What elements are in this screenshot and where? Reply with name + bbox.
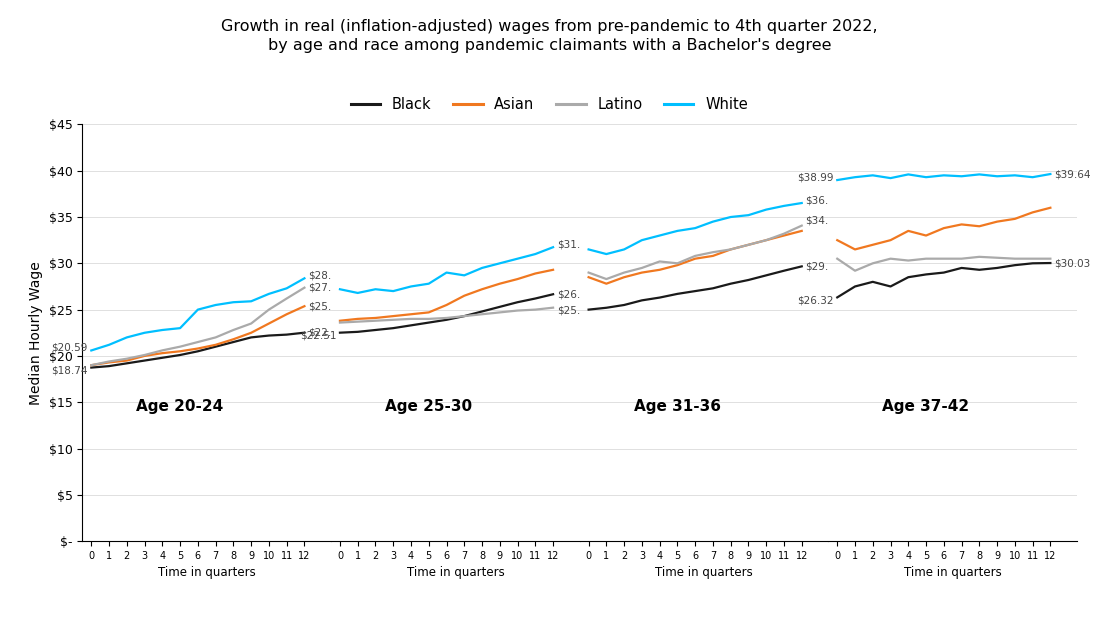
Text: $38.99: $38.99: [797, 172, 834, 182]
Text: $22.51: $22.51: [300, 330, 336, 340]
Text: $26.32: $26.32: [797, 295, 834, 305]
Text: Age 31-36: Age 31-36: [634, 399, 721, 414]
Text: $26.66: $26.66: [556, 289, 593, 299]
Legend: Black, Asian, Latino, White: Black, Asian, Latino, White: [345, 91, 754, 118]
Text: $28.38: $28.38: [308, 271, 344, 281]
Text: Age 37-42: Age 37-42: [882, 399, 969, 414]
Text: $20.59: $20.59: [52, 343, 88, 353]
Text: $29.67: $29.67: [806, 261, 842, 271]
Y-axis label: Median Hourly Wage: Median Hourly Wage: [30, 261, 43, 405]
Text: $25.37: $25.37: [308, 301, 344, 311]
X-axis label: Time in quarters: Time in quarters: [903, 567, 1001, 580]
Text: $22.51: $22.51: [308, 328, 344, 338]
Text: $39.64: $39.64: [1054, 169, 1090, 179]
Text: Growth in real (inflation-adjusted) wages from pre-pandemic to 4th quarter 2022,: Growth in real (inflation-adjusted) wage…: [221, 19, 878, 53]
Text: $18.74: $18.74: [52, 365, 88, 375]
Text: $31.74: $31.74: [556, 239, 593, 249]
X-axis label: Time in quarters: Time in quarters: [407, 567, 504, 580]
Text: $27.37: $27.37: [308, 282, 344, 293]
Text: $30.03: $30.03: [1054, 258, 1090, 268]
Text: $34.07: $34.07: [806, 216, 842, 226]
X-axis label: Time in quarters: Time in quarters: [655, 567, 753, 580]
Text: $36.51: $36.51: [806, 195, 842, 205]
X-axis label: Time in quarters: Time in quarters: [158, 567, 256, 580]
Text: $25.21: $25.21: [556, 305, 593, 315]
Text: Age 25-30: Age 25-30: [385, 399, 473, 414]
Text: Age 20-24: Age 20-24: [136, 399, 224, 414]
